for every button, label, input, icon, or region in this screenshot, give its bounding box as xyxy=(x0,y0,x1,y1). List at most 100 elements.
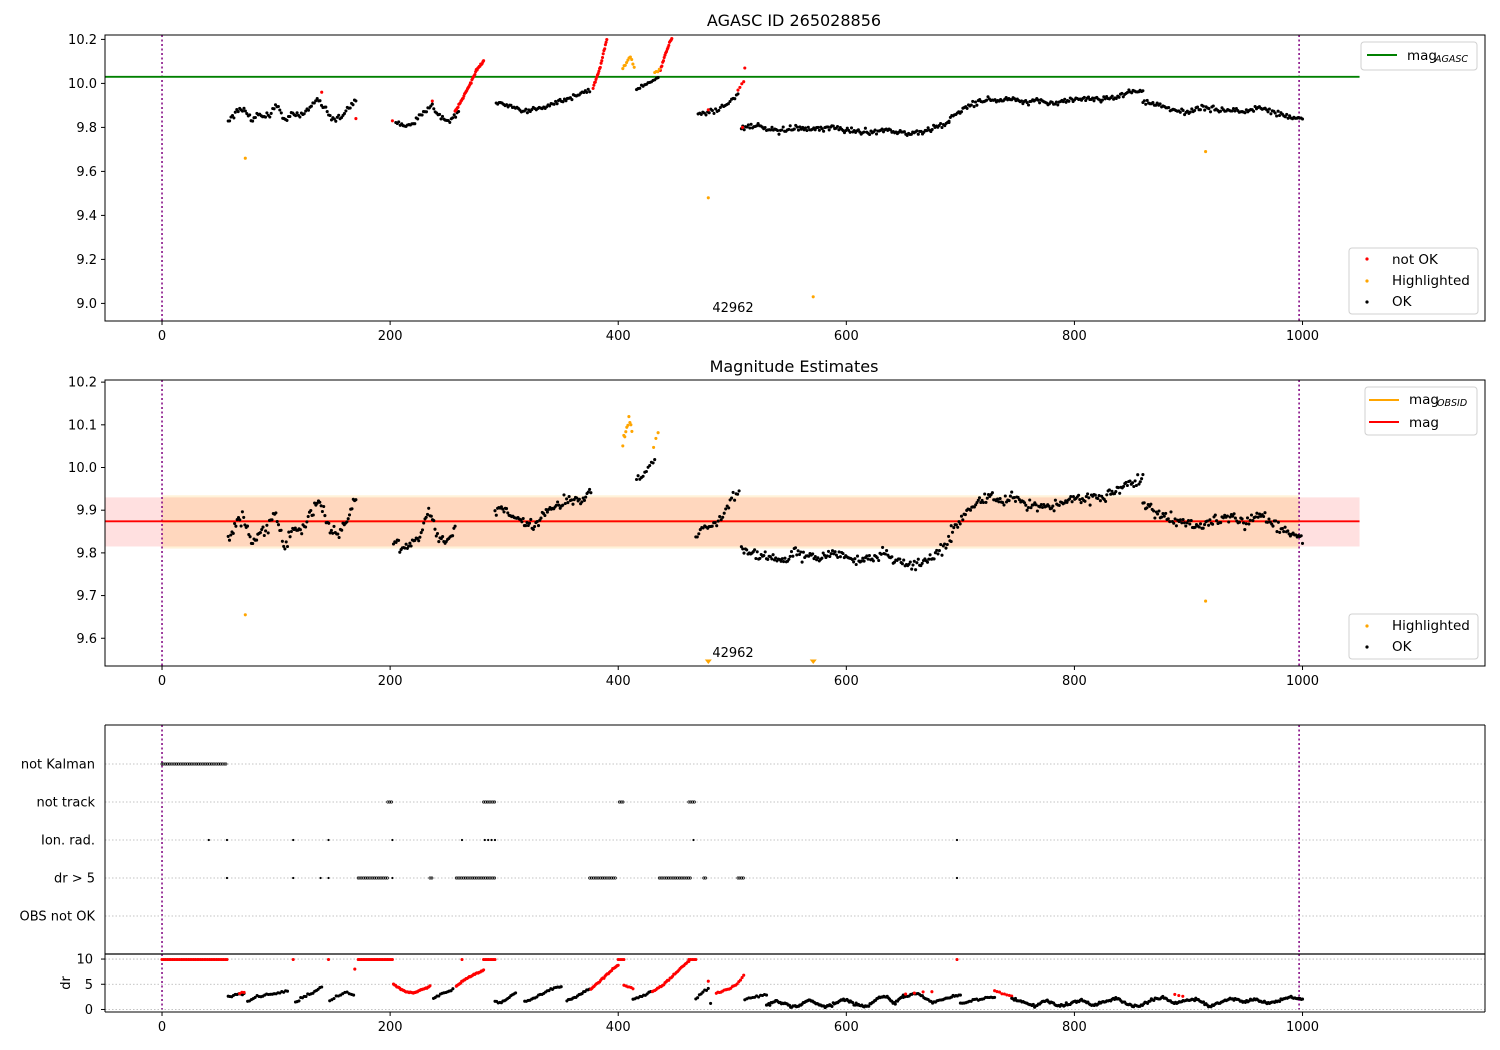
data-point xyxy=(585,90,589,94)
data-point xyxy=(975,103,979,107)
data-point xyxy=(925,560,930,564)
data-point xyxy=(456,105,460,109)
data-point xyxy=(716,519,720,523)
data-point xyxy=(1178,110,1182,114)
data-point xyxy=(801,550,805,554)
flag-point xyxy=(741,876,745,880)
data-point xyxy=(626,423,630,427)
data-point xyxy=(441,535,445,539)
data-point xyxy=(1262,514,1266,519)
data-point xyxy=(1110,489,1114,493)
data-point xyxy=(1166,517,1170,521)
data-point xyxy=(1069,494,1073,499)
data-point xyxy=(327,521,331,525)
data-point xyxy=(544,507,548,512)
data-point xyxy=(306,108,311,112)
flag-point xyxy=(209,762,213,766)
data-point xyxy=(1283,525,1287,529)
data-point xyxy=(837,550,841,554)
data-point xyxy=(930,127,934,132)
data-point xyxy=(1243,528,1247,532)
agasc-legend-top: mag AGASC xyxy=(1360,41,1478,71)
data-point xyxy=(334,994,338,998)
data-point xyxy=(1227,520,1231,524)
flag-point xyxy=(657,876,661,880)
data-point xyxy=(1252,109,1256,113)
data-point xyxy=(1208,110,1213,114)
data-point xyxy=(604,40,608,44)
data-point xyxy=(1267,107,1271,111)
data-point xyxy=(555,102,559,106)
data-point xyxy=(865,554,869,558)
data-point xyxy=(1039,502,1043,507)
data-point xyxy=(264,529,268,533)
flag-point xyxy=(160,762,164,766)
data-point xyxy=(706,979,710,983)
data-point xyxy=(424,515,428,519)
flag-category-label: not track xyxy=(36,796,95,811)
flag-point xyxy=(456,876,460,880)
data-point xyxy=(893,1002,897,1006)
data-point xyxy=(1008,494,1012,498)
legend-highlighted-label-2: Highlighted xyxy=(1392,618,1470,634)
data-point xyxy=(1010,490,1014,494)
data-point xyxy=(545,510,549,514)
data-point xyxy=(710,524,714,528)
data-point xyxy=(813,554,817,559)
data-point xyxy=(733,97,737,101)
data-point xyxy=(1063,1003,1067,1007)
data-point xyxy=(834,553,838,557)
data-point xyxy=(764,993,769,997)
data-point xyxy=(736,88,740,92)
data-point xyxy=(332,524,336,528)
data-point xyxy=(780,128,784,132)
data-point xyxy=(977,496,982,500)
data-point xyxy=(347,513,352,517)
data-point xyxy=(1231,106,1236,111)
flag-point xyxy=(491,800,495,804)
data-point xyxy=(1098,499,1102,503)
flag-point xyxy=(391,838,394,842)
data-point xyxy=(306,514,310,519)
flag-point xyxy=(327,838,330,842)
data-point xyxy=(1145,98,1149,102)
x-tick-label: 0 xyxy=(158,1020,166,1035)
data-point xyxy=(710,108,714,113)
data-point xyxy=(908,560,912,564)
data-point xyxy=(562,493,566,497)
data-point xyxy=(543,513,547,518)
data-point xyxy=(813,128,817,132)
flag-point xyxy=(225,838,229,842)
data-point xyxy=(354,498,358,502)
data-point xyxy=(227,538,232,542)
data-point xyxy=(1275,530,1279,534)
data-point xyxy=(1256,515,1260,519)
flag-point xyxy=(606,876,610,880)
data-point xyxy=(788,124,792,128)
flag-point xyxy=(491,876,495,880)
data-point xyxy=(1026,506,1030,510)
data-point xyxy=(1164,511,1168,515)
data-point xyxy=(323,514,327,518)
data-point xyxy=(1028,498,1032,502)
data-point xyxy=(260,527,264,532)
data-point xyxy=(1253,104,1257,109)
data-point xyxy=(661,59,666,63)
data-point xyxy=(782,560,786,564)
data-point xyxy=(939,542,943,547)
data-point xyxy=(422,521,426,525)
data-point xyxy=(408,541,412,545)
data-point xyxy=(1204,150,1208,154)
data-point xyxy=(866,557,870,561)
data-point xyxy=(1193,999,1197,1003)
data-point xyxy=(526,523,530,528)
data-point xyxy=(504,507,509,511)
data-point xyxy=(1266,520,1270,524)
data-point xyxy=(1134,483,1138,488)
data-point xyxy=(762,554,766,558)
legend-not-ok-marker xyxy=(1365,257,1369,261)
data-point xyxy=(1285,112,1289,116)
data-point xyxy=(342,112,346,116)
data-point xyxy=(783,556,787,560)
data-point xyxy=(276,104,280,109)
